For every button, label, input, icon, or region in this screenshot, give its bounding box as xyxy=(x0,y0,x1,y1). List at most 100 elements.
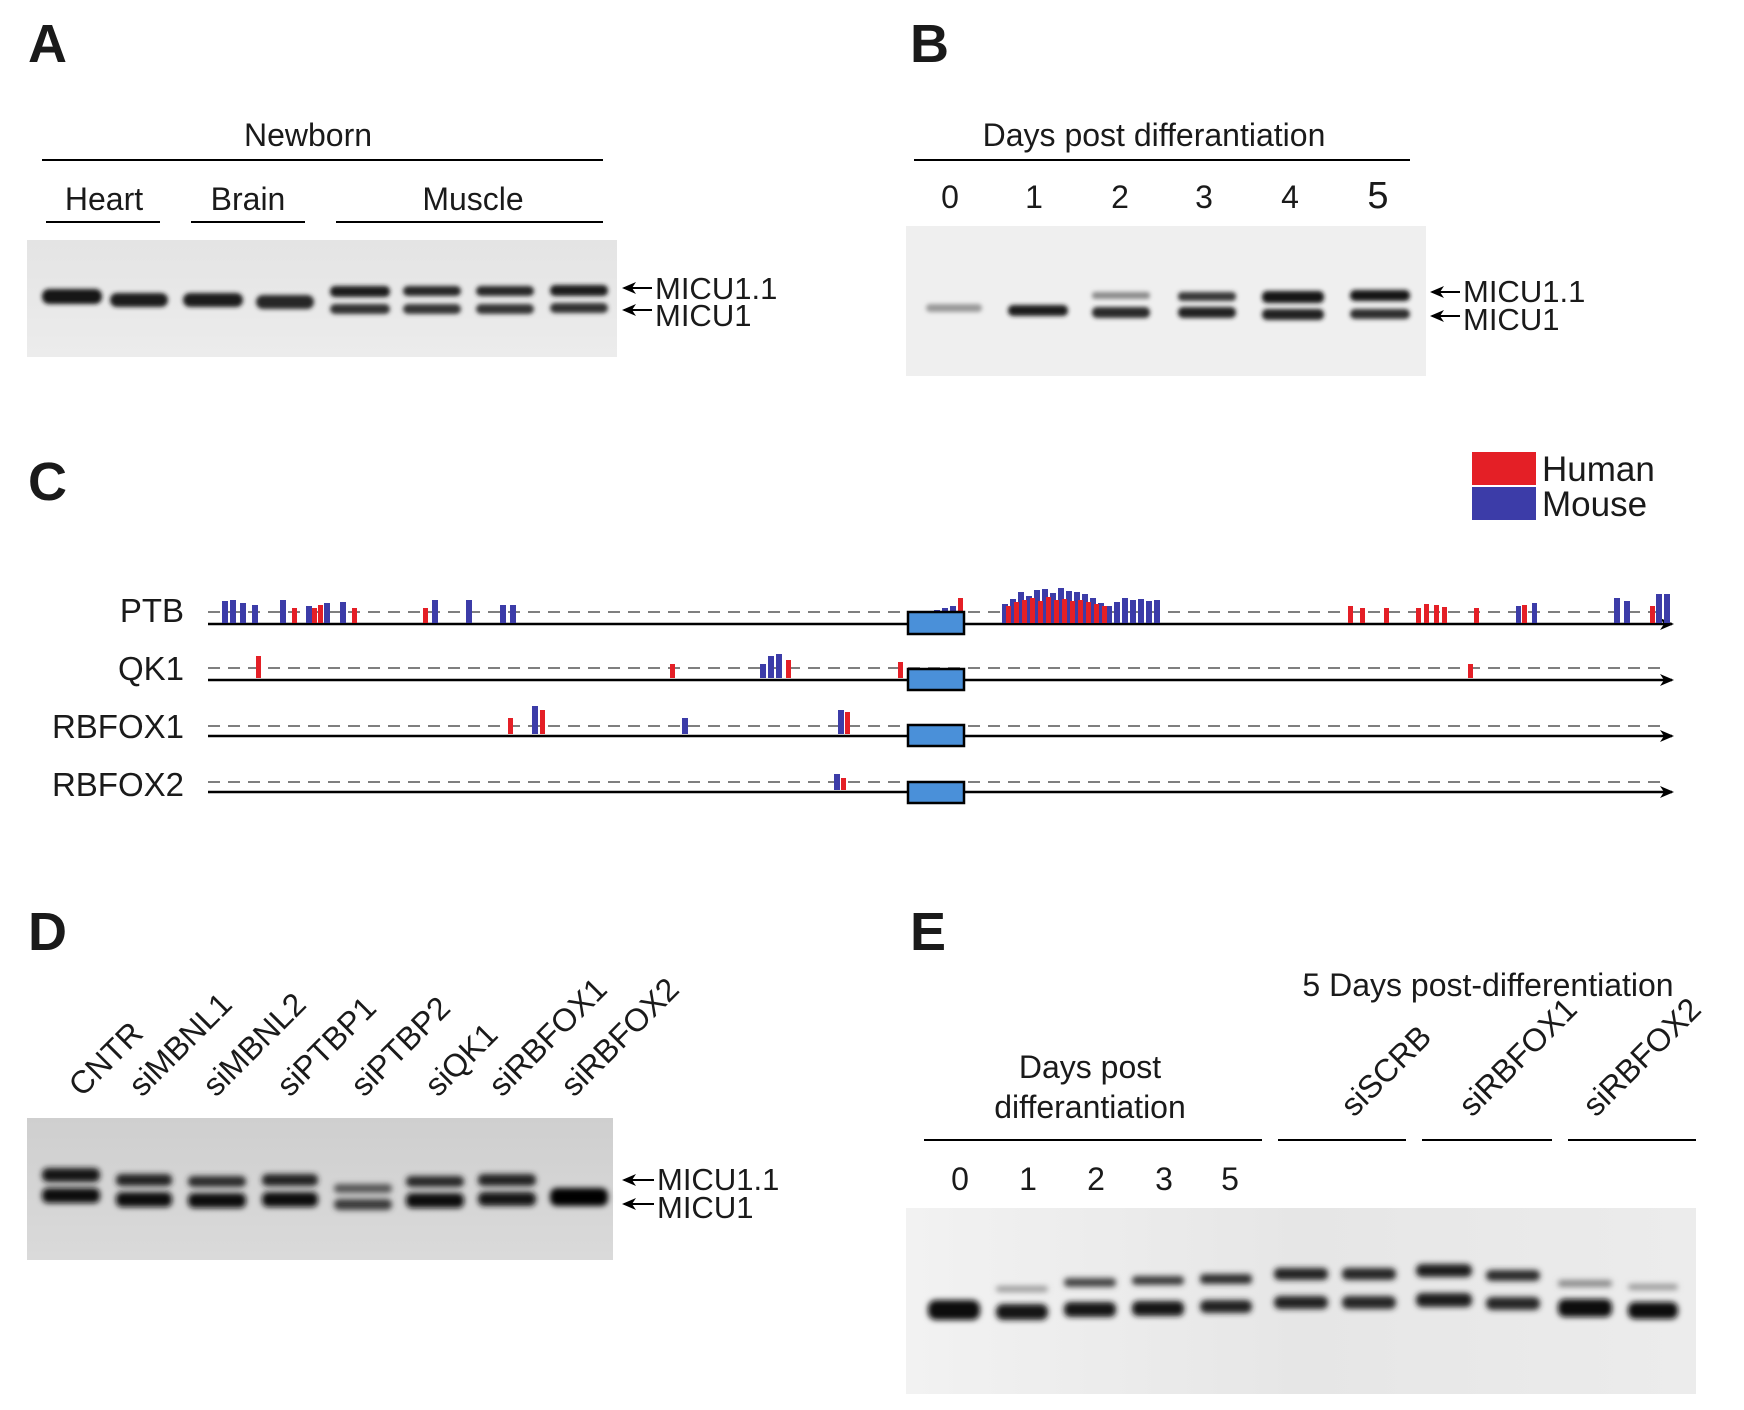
panel-e-day-5: 5 xyxy=(1221,1161,1239,1197)
track-qk1-exon xyxy=(906,667,966,692)
peak xyxy=(1054,600,1059,623)
peak xyxy=(306,606,312,623)
peak xyxy=(352,608,357,623)
panel-a-bands xyxy=(42,285,608,314)
panel-e: E 5 Days post-differentiation Days post … xyxy=(906,902,1708,1394)
legend-swatch-human xyxy=(1472,452,1536,485)
peak xyxy=(1078,600,1083,623)
band xyxy=(1416,1293,1472,1307)
band xyxy=(1342,1296,1396,1309)
band xyxy=(1274,1296,1328,1309)
legend-label-mouse: Mouse xyxy=(1542,485,1647,524)
peak xyxy=(540,710,545,734)
legend-swatch-mouse xyxy=(1472,487,1536,520)
peak xyxy=(510,605,516,623)
peak xyxy=(256,656,261,678)
peak xyxy=(423,608,428,623)
panel-d-bands xyxy=(42,1168,608,1210)
peak xyxy=(280,600,286,623)
peak xyxy=(1022,600,1027,623)
band xyxy=(42,289,102,304)
peak xyxy=(1106,606,1112,623)
band xyxy=(262,1192,318,1207)
band xyxy=(1628,1302,1678,1319)
peak xyxy=(1042,589,1048,623)
peak xyxy=(500,605,506,623)
peak xyxy=(1086,602,1091,623)
peak xyxy=(1416,608,1421,623)
peak xyxy=(1090,598,1096,623)
peak xyxy=(432,600,438,623)
peak xyxy=(760,664,766,678)
track-qk1 xyxy=(208,654,1674,692)
band xyxy=(188,1176,246,1187)
band xyxy=(110,293,168,307)
panel-b-lane-1: 1 xyxy=(1025,179,1043,215)
peak xyxy=(1468,664,1473,678)
panel-e-treatment-sirbfox2: siRBFOX2 xyxy=(1575,991,1707,1123)
band xyxy=(1342,1268,1396,1280)
band xyxy=(1132,1276,1184,1285)
peak xyxy=(508,718,513,734)
band xyxy=(1200,1274,1252,1284)
peak xyxy=(1038,601,1043,623)
peak xyxy=(1034,590,1040,623)
peak xyxy=(834,774,840,790)
panel-e-left-header-line2: differantiation xyxy=(994,1089,1186,1125)
band xyxy=(550,1188,608,1206)
panel-c-legend: Human Mouse xyxy=(1472,450,1655,524)
track-label-ptb: PTB xyxy=(120,592,184,629)
peak xyxy=(1030,598,1035,623)
band xyxy=(1628,1284,1678,1290)
panel-letter-a: A xyxy=(28,14,67,74)
panel-e-treatment-siscrb: siSCRB xyxy=(1333,1018,1438,1123)
band xyxy=(1200,1300,1252,1313)
panel-d-label-micu1-1: MICU1.1 xyxy=(657,1162,779,1197)
band xyxy=(996,1304,1048,1320)
peak xyxy=(898,662,903,678)
band xyxy=(403,304,461,314)
band xyxy=(188,1193,246,1208)
band xyxy=(1178,307,1236,318)
peak xyxy=(1074,592,1080,623)
band xyxy=(550,285,608,296)
track-ptb-exon xyxy=(906,610,966,636)
band xyxy=(334,1199,392,1210)
band xyxy=(406,1176,464,1187)
panel-letter-d: D xyxy=(28,902,67,962)
peak xyxy=(240,603,246,623)
legend-label-human: Human xyxy=(1542,450,1655,489)
band xyxy=(1262,291,1324,303)
peak xyxy=(230,600,236,623)
peak xyxy=(841,778,846,790)
peak xyxy=(1474,608,1479,623)
panel-b-bands xyxy=(926,290,1410,320)
panel-letter-c: C xyxy=(28,452,67,512)
peak xyxy=(1442,607,1447,623)
panel-e-treatment-labels: siSCRB siRBFOX1 siRBFOX2 xyxy=(1333,991,1707,1123)
panel-b-gel xyxy=(906,226,1426,376)
peak xyxy=(252,605,258,623)
peak xyxy=(222,601,228,623)
peak xyxy=(1066,591,1072,623)
peak xyxy=(340,602,346,623)
peak xyxy=(845,712,850,734)
panel-d-gel xyxy=(27,1118,613,1260)
panel-a-label-micu1: MICU1 xyxy=(655,298,751,333)
peak xyxy=(1058,588,1064,623)
peak xyxy=(1154,600,1160,623)
panel-a-group-heart: Heart xyxy=(65,181,143,217)
peak xyxy=(1624,601,1630,623)
track-qk1-peaks xyxy=(256,654,1473,678)
panel-b-lane-3: 3 xyxy=(1195,179,1213,215)
panel-b-lane-5: 5 xyxy=(1367,175,1388,217)
peak xyxy=(768,656,774,678)
panel-b-header: Days post differantiation xyxy=(983,117,1326,153)
band xyxy=(116,1192,172,1207)
band xyxy=(550,303,608,313)
panel-b: B Days post differantiation 0 1 2 3 4 5 … xyxy=(906,14,1585,376)
band xyxy=(1274,1268,1328,1280)
track-rbfox1-exon xyxy=(906,723,966,748)
band xyxy=(1132,1301,1184,1316)
track-rbfox1-peaks xyxy=(508,706,850,734)
